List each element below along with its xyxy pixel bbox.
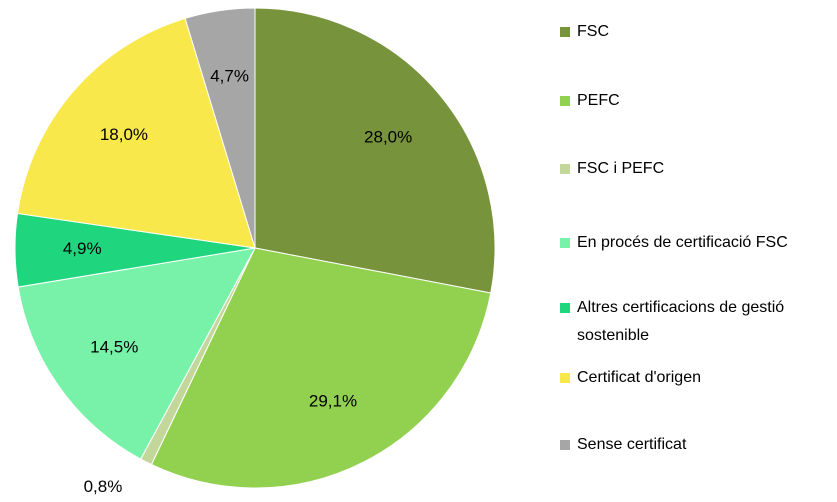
legend-item: PEFC (560, 87, 825, 115)
legend-label: En procés de certificació FSC (577, 234, 788, 251)
legend-swatch (560, 440, 570, 450)
pie-slice (184, 7, 256, 249)
legend-swatch (560, 303, 570, 313)
legend-label: Altres certificacions de gestió sostenib… (577, 299, 785, 344)
pie-slice (254, 7, 496, 294)
legend-item: FSC i PEFC (560, 155, 825, 183)
legend-swatch (560, 164, 570, 174)
data-label: 4,9% (63, 239, 102, 258)
data-label: 4,7% (210, 67, 249, 86)
legend-label: Sense certificat (577, 436, 687, 453)
legend-label: FSC (577, 23, 609, 40)
legend-swatch (560, 96, 570, 106)
data-label: 0,8% (84, 477, 123, 496)
data-label: 28,0% (364, 127, 412, 146)
pie-slice (150, 247, 492, 489)
legend-label: Certificat d'origen (577, 369, 701, 386)
legend-item: En procés de certificació FSC (560, 229, 825, 257)
legend-swatch (560, 27, 570, 37)
legend-label: PEFC (577, 92, 620, 109)
legend-item: Certificat d'origen (560, 364, 825, 392)
data-label: 14,5% (90, 338, 138, 357)
legend-item: Sense certificat (560, 431, 825, 459)
legend-item: Altres certificacions de gestió sostenib… (560, 294, 825, 350)
legend-swatch (560, 373, 570, 383)
data-label: 18,0% (100, 125, 148, 144)
legend-label: FSC i PEFC (577, 160, 665, 177)
pie-slice (17, 247, 256, 460)
legend-item: FSC (560, 18, 825, 46)
data-label: 29,1% (309, 392, 357, 411)
legend-swatch (560, 238, 570, 248)
legend: FSC PEFC FSC i PEFC En procés de certificac… (560, 0, 837, 502)
pie-slice (16, 17, 256, 249)
pie-area: 28,0% 29,1% 0,8% 14,5% 4,9% 18,0% 4,7% (14, 7, 496, 496)
